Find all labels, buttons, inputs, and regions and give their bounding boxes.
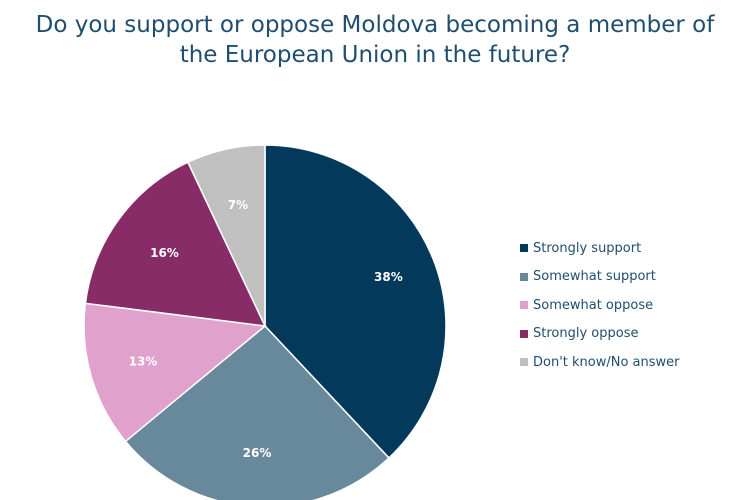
legend-item: Strongly support bbox=[520, 234, 680, 263]
legend-swatch bbox=[520, 272, 528, 281]
chart-title-line-1: Do you support or oppose Moldova becomin… bbox=[35, 12, 715, 38]
chart-title-line-2: the European Union in the future? bbox=[179, 42, 571, 68]
legend-item: Strongly oppose bbox=[520, 320, 680, 349]
pie-slice-somewhat-support bbox=[124, 324, 390, 500]
legend-label: Don't know/No answer bbox=[533, 354, 680, 370]
legend-swatch bbox=[520, 329, 528, 338]
legend-label: Strongly oppose bbox=[533, 326, 639, 342]
legend-swatch bbox=[520, 358, 528, 367]
legend-item: Somewhat support bbox=[520, 263, 680, 292]
slice-value-label: 16% bbox=[150, 246, 179, 260]
legend-label: Somewhat support bbox=[533, 269, 656, 285]
legend-swatch bbox=[520, 244, 528, 253]
chart-legend: Strongly support Somewhat support Somewhat… bbox=[520, 234, 680, 377]
slice-value-label: 26% bbox=[243, 446, 272, 460]
slice-value-label: 13% bbox=[129, 354, 158, 368]
legend-item: Don't know/No answer bbox=[520, 348, 680, 377]
legend-item: Somewhat oppose bbox=[520, 291, 680, 320]
pie-slice-strongly-oppose bbox=[84, 161, 267, 327]
slice-value-label: 38% bbox=[374, 270, 403, 284]
chart-title: Do you support or oppose Moldova becomin… bbox=[0, 10, 750, 70]
pie-slice-strongly-support bbox=[264, 144, 447, 460]
legend-swatch bbox=[520, 301, 528, 310]
pie-slice-don-t-know-no-answer bbox=[186, 144, 266, 327]
slice-value-label: 7% bbox=[228, 198, 248, 212]
legend-label: Somewhat oppose bbox=[533, 297, 654, 313]
legend-label: Strongly support bbox=[533, 240, 642, 256]
pie-slice-somewhat-oppose bbox=[83, 302, 267, 443]
